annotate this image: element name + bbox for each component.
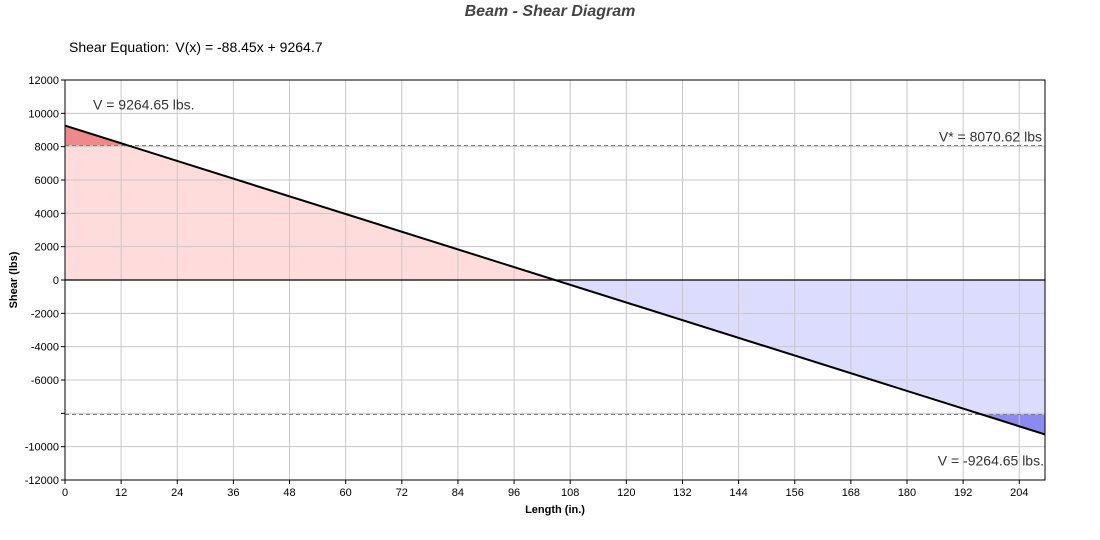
- threshold-lines: [65, 144, 1045, 416]
- x-tick-label: 120: [617, 487, 635, 499]
- shear-series-line: [64, 124, 1046, 436]
- x-tick-label: 156: [786, 487, 804, 499]
- y-tick-label: 0: [53, 275, 59, 287]
- x-tick-label: 0: [62, 487, 68, 499]
- y-tick-label: -6000: [31, 375, 59, 387]
- annotation-v-allowable: V* = 8070.62 lbs: [939, 128, 1042, 144]
- shear-equation-label: Shear Equation:: [69, 39, 170, 55]
- y-tick-label: 2000: [35, 242, 59, 254]
- axis-ticks: 0 12 24 36 48 60 72 84 96 108 120 132 144 156 168 180 19…: [25, 75, 1029, 499]
- x-tick-label: 48: [283, 487, 295, 499]
- x-tick-label: 12: [115, 487, 127, 499]
- y-tick-label: -4000: [31, 342, 59, 354]
- y-tick-label: -2000: [31, 308, 59, 320]
- x-tick-label: 132: [673, 487, 691, 499]
- x-tick-label: 72: [396, 487, 408, 499]
- y-tick-label: 10000: [28, 108, 59, 120]
- chart-title: Beam - Shear Diagram: [464, 3, 636, 20]
- x-tick-label: 84: [452, 487, 464, 499]
- y-tick-label: -10000: [25, 442, 59, 454]
- x-tick-label: 204: [1010, 487, 1028, 499]
- x-tick-label: 24: [171, 487, 183, 499]
- y-tick-label: 12000: [28, 75, 59, 87]
- x-tick-label: 108: [561, 487, 579, 499]
- y-axis-title: Shear (lbs): [8, 251, 20, 308]
- x-tick-label: 180: [898, 487, 916, 499]
- x-tick-label: 192: [954, 487, 972, 499]
- y-tick-label: 4000: [35, 208, 59, 220]
- x-tick-label: 168: [842, 487, 860, 499]
- y-tick-label: 8000: [35, 142, 59, 154]
- annotation-v-max: V = 9264.65 lbs.: [93, 97, 195, 113]
- shear-equation-formula: V(x) = -88.45x + 9264.7: [175, 39, 323, 55]
- x-tick-label: 36: [227, 487, 239, 499]
- x-tick-label: 60: [340, 487, 352, 499]
- shear-equation: Shear Equation: V(x) = -88.45x + 9264.7: [69, 39, 323, 55]
- x-tick-label: 96: [508, 487, 520, 499]
- y-tick-label: -12000: [25, 475, 59, 487]
- x-tick-label: 144: [729, 487, 747, 499]
- x-axis-title: Length (in.): [525, 504, 585, 516]
- annotation-v-min: V = -9264.65 lbs.: [938, 452, 1044, 468]
- y-tick-label: 6000: [35, 175, 59, 187]
